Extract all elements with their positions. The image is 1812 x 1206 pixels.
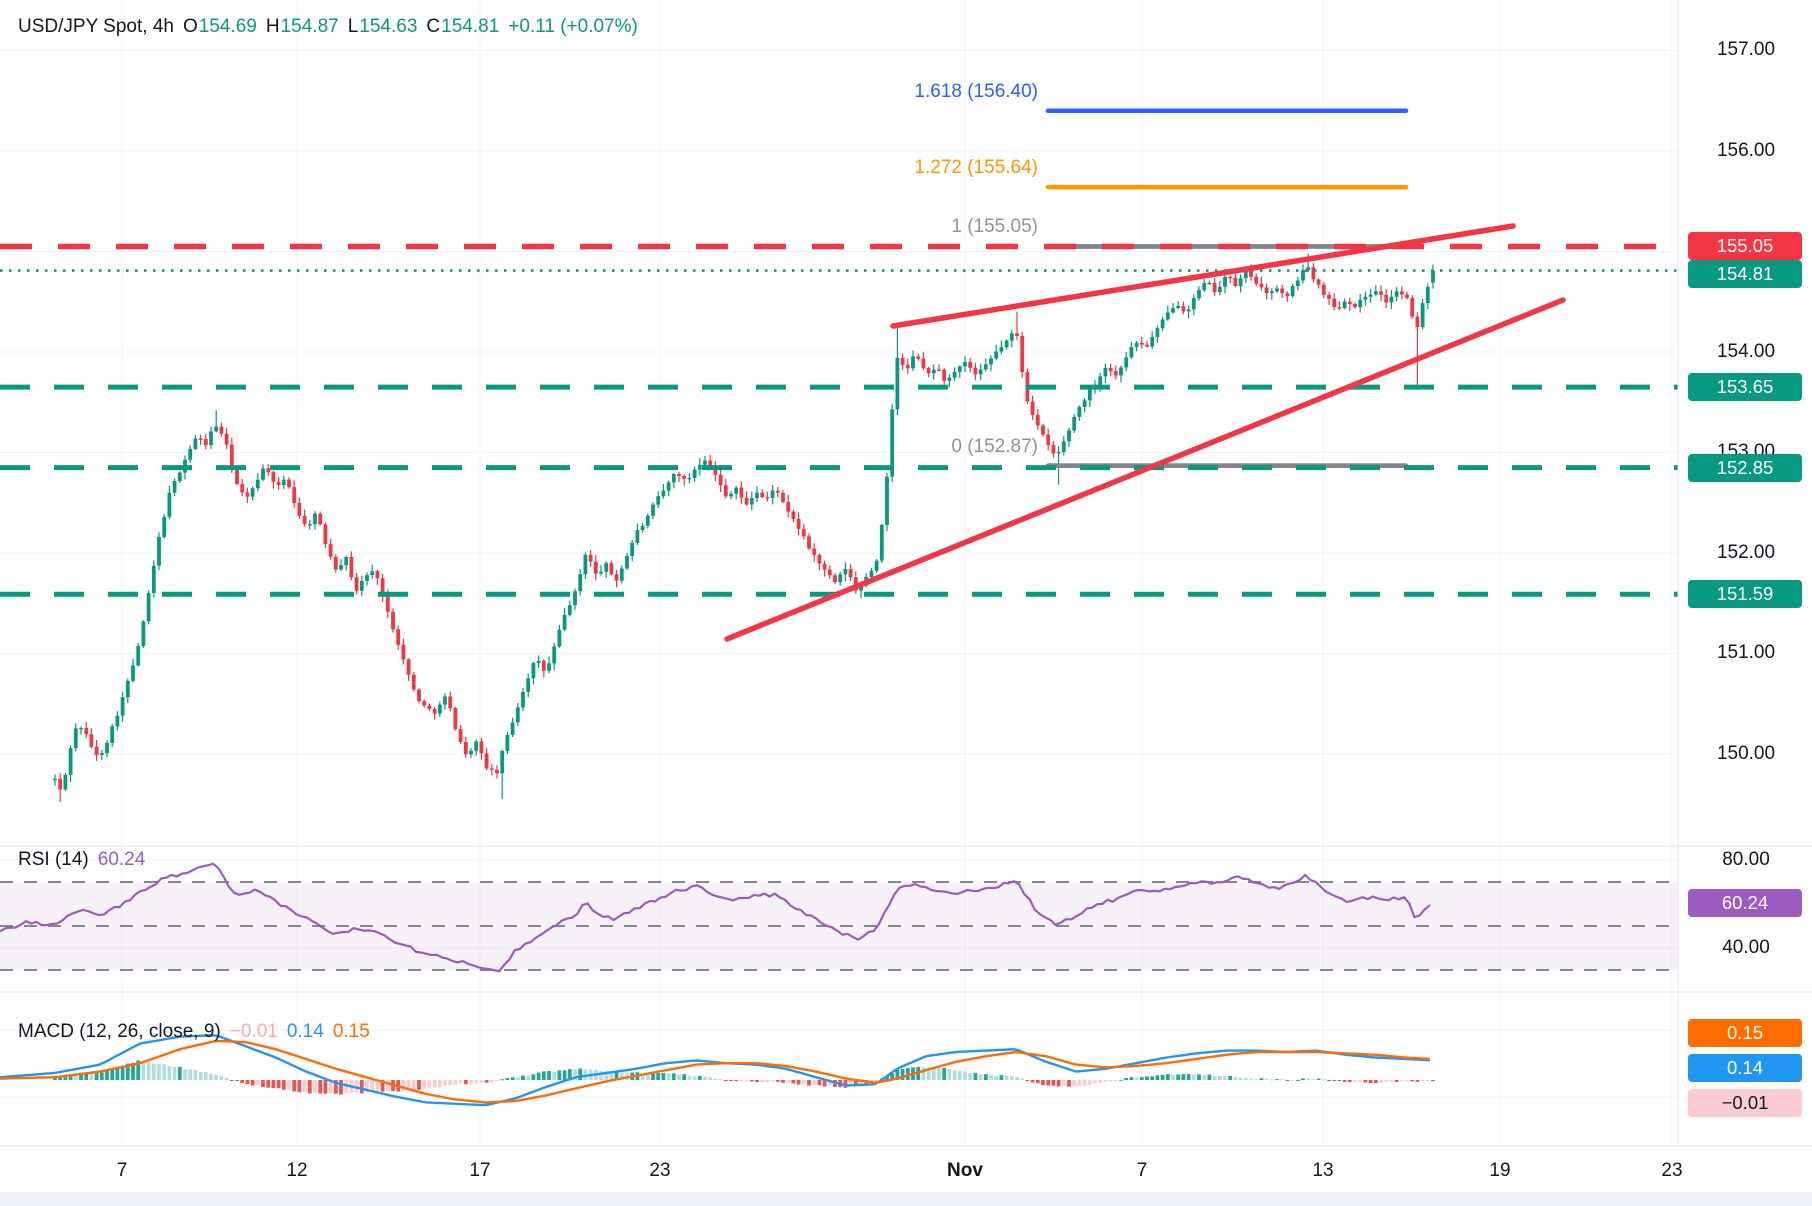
symbol-title: USD/JPY Spot, 4h	[18, 16, 174, 37]
fib-level-label: 0 (152.87)	[951, 435, 1038, 457]
price-axis-label: 152.00	[1716, 542, 1776, 563]
price-badge: 151.59	[1688, 580, 1802, 608]
rsi-pane	[0, 862, 1678, 973]
price-badge: 0.14	[1688, 1054, 1802, 1082]
time-axis-label: 7	[1136, 1160, 1148, 1181]
change-readout: +0.11 (+0.07%)	[508, 16, 638, 37]
rsi-value: 60.24	[97, 849, 146, 870]
time-axis-label: 13	[1312, 1160, 1334, 1181]
macd-signal-value: 0.15	[332, 1021, 370, 1042]
price-badge: 153.65	[1688, 373, 1802, 401]
time-axis-label: 19	[1489, 1160, 1511, 1181]
fib-level-label: 1.618 (156.40)	[914, 80, 1038, 102]
macd-label: MACD (12, 26, close, 9)	[18, 1021, 221, 1042]
price-badge: 152.85	[1688, 454, 1802, 482]
price-badge: 154.81	[1688, 260, 1802, 288]
macd-pane	[0, 1034, 1435, 1107]
symbol-header: USD/JPY Spot, 4h O 154.69 H 154.87 L 154.63…	[18, 16, 638, 38]
time-axis-label: 12	[286, 1160, 308, 1181]
time-axis-label: Nov	[947, 1160, 983, 1181]
price-axis-label: 40.00	[1722, 937, 1770, 958]
price-pane	[0, 108, 1678, 803]
price-badge: 60.24	[1688, 889, 1802, 917]
ohlc-high: H 154.87	[265, 16, 339, 37]
macd-header: MACD (12, 26, close, 9) −0.01 0.14 0.15	[18, 1021, 370, 1043]
macd-line-value: 0.14	[286, 1021, 324, 1042]
price-axis-label: 156.00	[1716, 140, 1776, 161]
price-axis-label: 151.00	[1716, 642, 1776, 663]
price-badge: 0.15	[1688, 1019, 1802, 1047]
time-axis-label: 7	[116, 1160, 128, 1181]
ohlc-low: L 154.63	[347, 16, 418, 37]
price-axis-label: 154.00	[1716, 341, 1776, 362]
macd-hist-value: −0.01	[229, 1021, 278, 1042]
price-axis-label: 150.00	[1716, 743, 1776, 764]
rsi-label: RSI (14)	[18, 849, 89, 870]
ohlc-close: C 154.81	[426, 16, 500, 37]
time-axis-label: 17	[469, 1160, 491, 1181]
price-badge: 155.05	[1688, 232, 1802, 260]
price-badge: −0.01	[1688, 1089, 1802, 1117]
ohlc-open: O 154.69	[182, 16, 257, 37]
price-axis-label: 80.00	[1722, 849, 1770, 870]
grid	[0, 0, 1678, 1146]
time-axis-label: 23	[1661, 1160, 1683, 1181]
time-axis-label: 23	[649, 1160, 671, 1181]
price-axis-label: 157.00	[1716, 39, 1776, 60]
fib-level-label: 1.272 (155.64)	[914, 157, 1038, 179]
rsi-header: RSI (14) 60.24	[18, 849, 145, 871]
fib-level-label: 1 (155.05)	[951, 216, 1038, 238]
